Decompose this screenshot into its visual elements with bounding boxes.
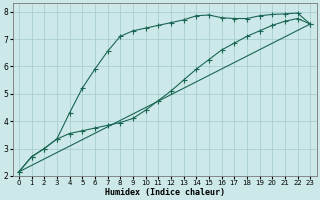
X-axis label: Humidex (Indice chaleur): Humidex (Indice chaleur) [105,188,225,197]
